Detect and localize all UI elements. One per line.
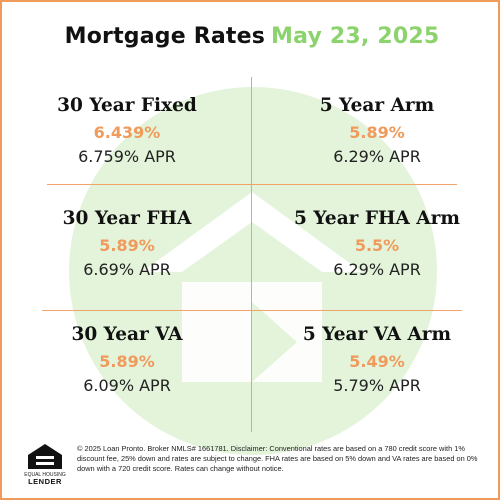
interest-rate: 5.89% [99, 352, 155, 371]
apr-value: 6.29% APR [333, 260, 421, 279]
date-text: May 23, 2025 [271, 24, 440, 49]
background-circle [69, 87, 437, 455]
loan-type-label: 30 Year VA [71, 324, 183, 345]
rate-cell-30-year-fha: 30 Year FHA 5.89% 6.69% APR [2, 208, 252, 280]
loan-type-label: 5 Year VA Arm [302, 324, 452, 345]
equal-housing-lender-icon [28, 444, 62, 469]
interest-rate: 5.49% [349, 352, 405, 371]
apr-value: 6.09% APR [83, 376, 171, 395]
loan-type-label: 5 Year FHA Arm [294, 208, 460, 229]
interest-rate: 6.439% [93, 123, 161, 142]
background-logo-icon [142, 192, 362, 382]
loan-type-label: 30 Year FHA [62, 208, 192, 229]
apr-value: 6.29% APR [333, 147, 421, 166]
rate-cell-5-year-arm: 5 Year Arm 5.89% 6.29% APR [252, 95, 498, 167]
apr-value: 6.69% APR [83, 260, 171, 279]
interest-rate: 5.5% [354, 236, 400, 255]
rate-cell-30-year-va: 30 Year VA 5.89% 6.09% APR [2, 324, 252, 396]
rate-cell-5-year-fha-arm: 5 Year FHA Arm 5.5% 6.29% APR [252, 208, 498, 280]
loan-type-label: 5 Year Arm [319, 95, 435, 116]
disclaimer-text: © 2025 Loan Pronto. Broker NMLS# 1661781… [77, 444, 478, 473]
rate-cell-5-year-va-arm: 5 Year VA Arm 5.49% 5.79% APR [252, 324, 498, 396]
page-title: Mortgage Rates May 23, 2025 [2, 24, 498, 49]
interest-rate: 5.89% [99, 236, 155, 255]
apr-value: 6.759% APR [78, 147, 176, 166]
horizontal-divider-top [47, 184, 457, 185]
vertical-divider [251, 77, 252, 432]
loan-type-label: 30 Year Fixed [57, 95, 197, 116]
horizontal-divider-bottom [42, 310, 462, 311]
interest-rate: 5.89% [349, 123, 405, 142]
title-text: Mortgage Rates [64, 24, 266, 49]
equal-housing-caption: EQUAL HOUSING [24, 472, 66, 478]
lender-label: LENDER [28, 477, 62, 486]
rate-cell-30-year-fixed: 30 Year Fixed 6.439% 6.759% APR [2, 95, 252, 167]
apr-value: 5.79% APR [333, 376, 421, 395]
